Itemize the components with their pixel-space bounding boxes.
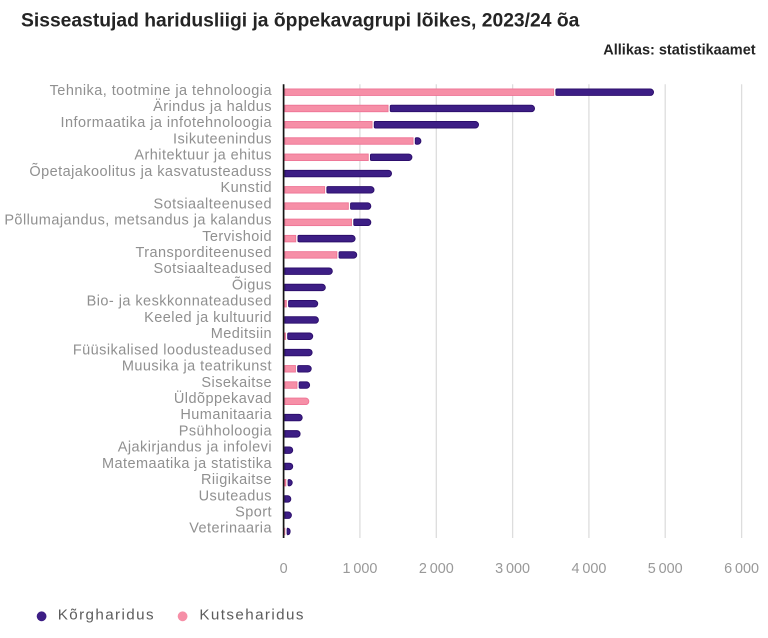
svg-text:Transporditeenused: Transporditeenused xyxy=(135,245,272,261)
svg-text:Tervishoid: Tervishoid xyxy=(202,229,272,245)
svg-text:Informaatika ja infotehnoloogi: Informaatika ja infotehnoloogia xyxy=(61,115,273,131)
svg-text:Põllumajandus, metsandus ja ka: Põllumajandus, metsandus ja kalandus xyxy=(4,213,272,229)
svg-text:Üldõppekavad: Üldõppekavad xyxy=(174,389,272,407)
svg-text:Tehnika, tootmine ja tehnoloog: Tehnika, tootmine ja tehnoloogia xyxy=(50,83,273,99)
svg-text:4 000: 4 000 xyxy=(571,561,606,577)
svg-text:Humanitaaria: Humanitaaria xyxy=(180,407,272,423)
svg-text:Meditsiin: Meditsiin xyxy=(211,326,272,342)
svg-text:1 000: 1 000 xyxy=(342,561,377,577)
svg-text:Keeled ja kultuurid: Keeled ja kultuurid xyxy=(144,310,272,326)
svg-text:3 000: 3 000 xyxy=(495,561,530,577)
svg-text:Usuteadus: Usuteadus xyxy=(199,488,272,504)
svg-text:Psühholoogia: Psühholoogia xyxy=(179,423,273,439)
svg-text:Ärindus ja haldus: Ärindus ja haldus xyxy=(153,98,272,115)
svg-text:2 000: 2 000 xyxy=(419,561,454,577)
svg-text:6 000: 6 000 xyxy=(724,561,759,577)
svg-text:Sotsiaalteadused: Sotsiaalteadused xyxy=(154,261,272,277)
svg-text:Riigikaitse: Riigikaitse xyxy=(201,472,272,488)
svg-text:Isikuteenindus: Isikuteenindus xyxy=(173,132,272,148)
svg-text:Kutseharidus: Kutseharidus xyxy=(199,607,304,624)
svg-text:Kunstid: Kunstid xyxy=(220,180,272,196)
svg-text:Sisseastujad haridusliigi ja õ: Sisseastujad haridusliigi ja õppekavagru… xyxy=(21,10,580,31)
svg-text:Sport: Sport xyxy=(235,505,272,521)
svg-text:Kõrgharidus: Kõrgharidus xyxy=(58,607,155,624)
svg-text:Bio- ja keskkonnateadused: Bio- ja keskkonnateadused xyxy=(87,294,272,310)
svg-text:Allikas: statistikaamet: Allikas: statistikaamet xyxy=(603,43,755,59)
svg-text:Sotsiaalteenused: Sotsiaalteenused xyxy=(154,196,272,212)
svg-text:Füüsikalised loodusteadused: Füüsikalised loodusteadused xyxy=(73,342,272,358)
svg-text:Arhitektuur ja ehitus: Arhitektuur ja ehitus xyxy=(134,148,272,164)
svg-text:0: 0 xyxy=(280,561,288,577)
svg-text:Sisekaitse: Sisekaitse xyxy=(201,375,272,391)
svg-text:Veterinaaria: Veterinaaria xyxy=(189,521,272,537)
svg-text:Õigus: Õigus xyxy=(232,276,272,293)
svg-text:Õpetajakoolitus ja kasvatustea: Õpetajakoolitus ja kasvatusteaduss xyxy=(29,163,272,180)
svg-text:Muusika ja teatrikunst: Muusika ja teatrikunst xyxy=(122,359,272,375)
svg-text:Matemaatika ja statistika: Matemaatika ja statistika xyxy=(102,456,272,472)
svg-text:5 000: 5 000 xyxy=(648,561,683,577)
svg-text:Ajakirjandus ja infolevi: Ajakirjandus ja infolevi xyxy=(118,440,272,456)
